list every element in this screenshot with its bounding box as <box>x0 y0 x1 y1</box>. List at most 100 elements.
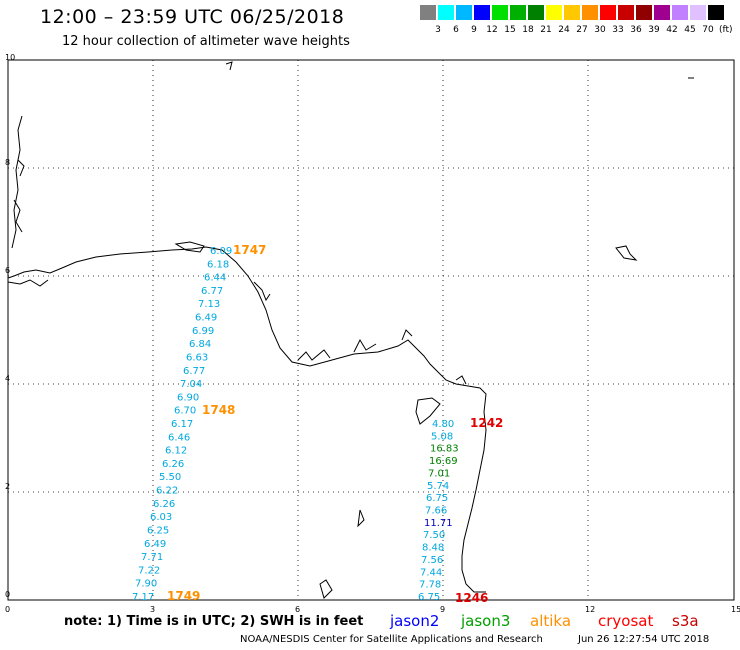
satellite-name: s3a <box>672 612 699 630</box>
legend-label: 30 <box>594 25 606 35</box>
legend-label: 6 <box>453 25 459 35</box>
legend-label: 70 <box>702 25 714 35</box>
legend-swatch <box>672 5 688 20</box>
swh-value: 7.71 <box>141 552 163 563</box>
legend-swatch <box>708 5 724 20</box>
swh-value: 6.75 <box>426 493 448 504</box>
swh-value: 6.26 <box>153 499 175 510</box>
legend-swatch <box>690 5 706 20</box>
altika-pass-time: 1749 <box>167 589 200 603</box>
legend-swatch <box>528 5 544 20</box>
credit-line: NOAA/NESDIS Center for Satellite Applica… <box>240 634 709 645</box>
legend-label: 15 <box>504 25 516 35</box>
legend-swatch <box>492 5 508 20</box>
altika-pass-time: 1748 <box>202 403 235 417</box>
swh-value: 7.50 <box>423 530 445 541</box>
swh-value: 7.56 <box>421 555 443 566</box>
satellite-name: jason2 <box>390 612 440 630</box>
swh-value: 6.63 <box>186 353 208 364</box>
legend-swatch <box>636 5 652 20</box>
swh-value: 6.49 <box>195 313 217 324</box>
legend-swatch <box>510 5 526 20</box>
swh-value: 7.13 <box>198 299 220 310</box>
swh-value: 6.03 <box>150 512 172 523</box>
swh-value: 6.12 <box>165 446 187 457</box>
swh-value: 6.90 <box>177 392 199 403</box>
swh-value: 6.44 <box>204 273 226 284</box>
legend-label: 21 <box>540 25 552 35</box>
swh-value: 6.46 <box>168 432 190 443</box>
swh-value: 7.17 <box>132 592 154 603</box>
pass-time-labels: 1747 1748 1749 1242 1246 <box>167 243 503 605</box>
x-tick-label: 12 <box>585 605 595 612</box>
y-tick-label: 6 <box>5 266 10 275</box>
satellite-name: cryosat <box>598 612 654 630</box>
swh-value: 7.01 <box>428 468 450 479</box>
legend-swatch <box>474 5 490 20</box>
swh-value: 5.08 <box>431 431 453 442</box>
legend-label: 9 <box>471 25 477 35</box>
swh-value: 6.77 <box>183 366 205 377</box>
x-tick-label: 0 <box>5 605 10 612</box>
swh-value: 6.18 <box>207 259 229 270</box>
coastline <box>7 61 694 599</box>
units-note: note: 1) Time is in UTC; 2) SWH is in fe… <box>64 614 364 629</box>
east-track: 4.805.0816.8316.697.015.746.757.6611.717… <box>418 419 459 603</box>
x-tick-label: 3 <box>150 605 155 612</box>
swh-value: 6.75 <box>418 592 440 603</box>
legend-swatch <box>654 5 670 20</box>
swh-value: 11.71 <box>424 518 453 529</box>
swh-value: 4.80 <box>432 419 454 430</box>
y-tick-label: 0 <box>5 590 10 599</box>
swh-value: 7.78 <box>419 580 441 591</box>
swh-value: 7.04 <box>180 379 202 390</box>
satellite-name: altika <box>530 612 572 630</box>
map-subtitle: 12 hour collection of altimeter wave hei… <box>62 34 350 49</box>
altika-pass-time: 1747 <box>233 243 266 257</box>
cryosat-pass-time: 1246 <box>455 591 488 605</box>
legend-label: 27 <box>576 25 588 35</box>
x-tick-label: 6 <box>295 605 300 612</box>
legend-label: 42 <box>666 25 678 35</box>
legend-label: 39 <box>648 25 660 35</box>
swh-value: 6.25 <box>147 526 169 537</box>
map-frame <box>7 59 735 601</box>
swh-value: 6.09 <box>210 246 232 257</box>
y-tick-label: 4 <box>5 374 10 383</box>
swh-value: 6.99 <box>192 326 214 337</box>
swh-value: 6.22 <box>156 486 178 497</box>
legend-swatch <box>564 5 580 20</box>
legend-label: 45 <box>684 25 696 35</box>
legend-swatch <box>438 5 454 20</box>
grid-lines <box>8 60 734 600</box>
y-tick-label: 8 <box>5 158 10 167</box>
legend-swatch <box>600 5 616 20</box>
legend-unit: (ft) <box>719 25 733 35</box>
legend-swatch <box>618 5 634 20</box>
wave-height-map: 0 3 6 9 12 15 10 8 6 4 2 0 6.09 6.18 6.44 6.77 7.13 6.49… <box>5 53 740 612</box>
swh-value: 6.84 <box>189 339 211 350</box>
swh-value: 6.77 <box>201 286 223 297</box>
legend-swatch <box>582 5 598 20</box>
swh-value: 7.22 <box>138 565 160 576</box>
footer-note-bar: note: 1) Time is in UTC; 2) SWH is in fe… <box>0 612 740 632</box>
legend-label: 12 <box>486 25 498 35</box>
swh-value: 16.83 <box>430 444 459 455</box>
timestamp: Jun 26 12:27:54 UTC 2018 <box>578 634 710 645</box>
swh-value: 6.17 <box>171 419 193 430</box>
legend-label: 3 <box>435 25 441 35</box>
swh-value: 7.66 <box>425 506 447 517</box>
y-tick-label: 2 <box>5 482 10 491</box>
swh-value: 6.49 <box>144 539 166 550</box>
legend-swatch <box>546 5 562 20</box>
x-tick-label: 9 <box>440 605 445 612</box>
satellite-name: jason3 <box>461 612 511 630</box>
legend-label: 18 <box>522 25 534 35</box>
legend-swatch <box>420 5 436 20</box>
swh-value: 8.48 <box>422 543 444 554</box>
map-title: 12:00 – 23:59 UTC 06/25/2018 <box>40 6 345 28</box>
swh-value: 5.50 <box>159 472 181 483</box>
credit-text: NOAA/NESDIS Center for Satellite Applica… <box>240 634 543 645</box>
legend-swatch <box>456 5 472 20</box>
legend-label: 33 <box>612 25 624 35</box>
